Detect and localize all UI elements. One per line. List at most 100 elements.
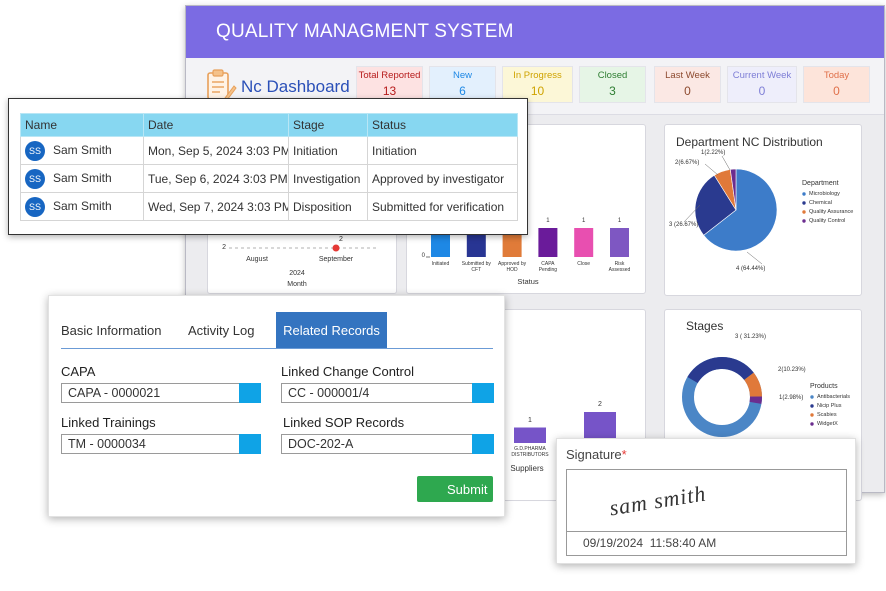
x-axis-label: Suppliers <box>510 464 544 473</box>
legend-swatch <box>810 404 814 408</box>
tab-label: Basic Information <box>61 323 162 338</box>
date-cell: Wed, Sep 7, 2024 3:03 PM <box>143 192 289 221</box>
legend-swatch <box>802 192 806 196</box>
text-input[interactable]: TM - 0000034 <box>61 434 261 454</box>
table-body: SS Sam Smith Mon, Sep 5, 2024 3:03 PM Initi… <box>20 136 518 221</box>
legend-swatch <box>810 413 814 417</box>
stat-value: 0 <box>758 84 766 98</box>
field-label: CAPA <box>61 364 96 379</box>
stat-value: 3 <box>609 84 616 98</box>
stat-label: Last Week <box>665 70 710 81</box>
bar <box>502 228 522 257</box>
stat-tile: Total Reported 13 <box>356 66 423 103</box>
leader-line <box>746 251 763 265</box>
stat-value: 0 <box>684 84 691 98</box>
bar <box>574 228 594 257</box>
timestamp-box: 09/19/2024 11:58:40 AM <box>566 531 847 556</box>
field-label: Linked Trainings <box>61 415 156 430</box>
x-tick-label: Submitted by CFT <box>461 261 491 273</box>
legend-label: WidgetX <box>817 420 838 427</box>
field-label: Linked SOP Records <box>283 415 405 430</box>
stat-tile: Current Week 0 <box>727 66 797 103</box>
donut-slice <box>687 357 754 384</box>
point <box>332 244 340 252</box>
bar <box>514 427 546 443</box>
required-mark: * <box>621 447 627 462</box>
column-header: Stage <box>288 113 368 137</box>
stage-cell: Disposition <box>288 192 368 221</box>
date-cell: Tue, Sep 6, 2024 3:03 PM <box>143 164 289 193</box>
column-header: Name <box>20 113 144 137</box>
text-input[interactable]: CC - 000001/4 <box>281 383 494 403</box>
avatar: SS <box>25 140 45 161</box>
point-label: 2 <box>339 236 343 243</box>
search-button[interactable] <box>239 434 261 454</box>
stat-label: Closed <box>597 70 628 81</box>
column-header: Status <box>367 113 518 137</box>
text-input[interactable]: DOC-202-A <box>281 434 494 454</box>
text-input[interactable]: CAPA - 0000021 <box>61 383 261 403</box>
tab-underline <box>61 348 493 349</box>
search-button[interactable] <box>239 383 261 403</box>
slice-label: 2(6.67%) <box>675 160 700 166</box>
column-header: Date <box>143 113 289 137</box>
avatar: SS <box>25 196 45 217</box>
user-name: Sam Smith <box>53 198 112 213</box>
slice-label: 4 (64.44%) <box>736 266 766 272</box>
name-cell: SS Sam Smith <box>20 192 144 221</box>
stat-label: Total Reported <box>358 70 421 81</box>
value-label: 1 <box>582 218 586 224</box>
value-label: 1 <box>528 416 532 424</box>
signature-panel: Signature* sam smith 09/19/2024 11:58:40… <box>556 438 856 564</box>
department-card: Department NC Distribution <box>664 124 862 296</box>
pie-slice <box>729 168 737 211</box>
value-label: 1 <box>546 218 550 224</box>
tab-label: Related Records <box>283 323 380 338</box>
tab[interactable]: Basic Information <box>61 312 181 349</box>
signature-timestamp: 09/19/2024 11:58:40 AM <box>583 536 717 550</box>
signature-label: Signature* <box>566 447 627 462</box>
app-title: QUALITY MANAGMENT SYSTEM <box>216 21 514 42</box>
related-records-form: Basic Information Activity Log Related Rec… <box>48 295 505 517</box>
legend-label: Quality Control <box>809 217 846 224</box>
slice-label: 2(10.23%) <box>778 367 806 373</box>
slice-label: 3 (26.67%) <box>669 222 699 228</box>
name-cell: SS Sam Smith <box>20 136 144 165</box>
signature-ink: sam smith <box>607 480 708 521</box>
slice-label: 3 ( 31.23%) <box>735 334 767 340</box>
x-tick-label: Initiated <box>431 261 450 267</box>
x-tick-label: CAPA Pending <box>538 261 558 273</box>
y-tick-label: 0 <box>421 253 425 259</box>
app-header: QUALITY MANAGMENT SYSTEM <box>186 6 884 58</box>
legend-swatch <box>810 395 814 399</box>
leader-line <box>683 204 701 223</box>
tab[interactable]: Activity Log <box>188 312 308 349</box>
x-group-label: 2024 <box>289 270 305 277</box>
legend-label: Chemical <box>809 199 832 206</box>
header-row: Name Date Stage Status <box>20 113 518 137</box>
submit-button[interactable]: Submit <box>417 476 493 502</box>
stage-cell: Investigation <box>288 164 368 193</box>
bar <box>431 228 450 257</box>
user-name: Sam Smith <box>53 170 112 185</box>
tab[interactable]: Related Records <box>276 312 387 349</box>
status-cell: Approved by investigator <box>367 164 518 193</box>
legend-title: Products <box>810 383 838 390</box>
legend-swatch <box>802 210 806 214</box>
x-axis-label: Month <box>287 281 307 288</box>
legend-label: Quality Assurance <box>809 208 854 215</box>
pie-slice <box>694 174 737 236</box>
stat-value: 6 <box>459 84 466 98</box>
search-button[interactable] <box>472 383 494 403</box>
search-button[interactable] <box>472 434 494 454</box>
leader-line <box>704 163 719 176</box>
status-cell: Initiation <box>367 136 518 165</box>
signature-label-text: Signature <box>566 447 622 462</box>
pie-slice <box>703 168 778 252</box>
slice-label: 1(2.98%) <box>779 395 804 401</box>
card-title: Stages <box>686 319 724 333</box>
value-label: 2 <box>598 401 602 408</box>
legend-swatch <box>810 422 814 426</box>
x-tick-label: September <box>318 256 354 263</box>
